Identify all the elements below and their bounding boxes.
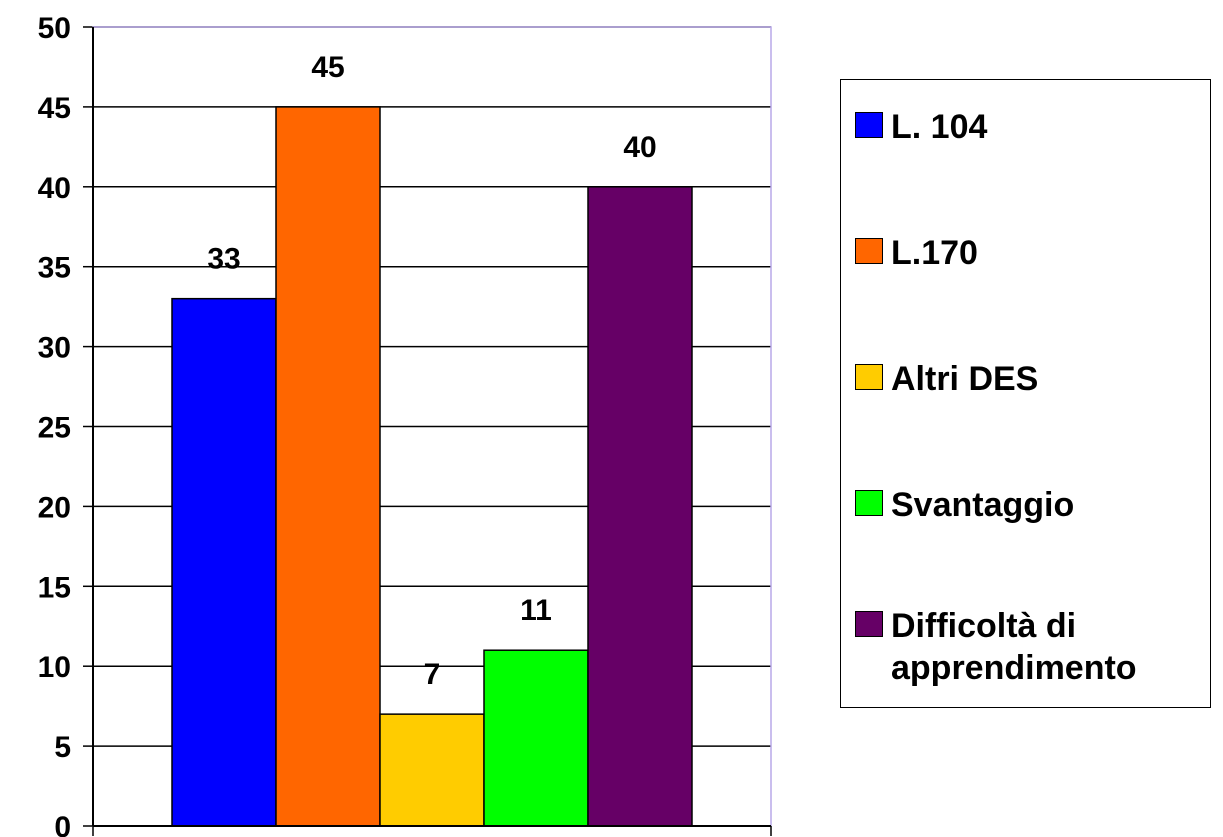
bar	[379, 713, 485, 827]
legend-label: L. 104	[891, 108, 988, 146]
data-labels: 33 45 7 11 40	[207, 51, 656, 691]
legend-swatch	[855, 364, 883, 390]
y-tick-label: 45	[38, 92, 71, 125]
bars	[171, 106, 693, 827]
bar	[587, 186, 693, 827]
legend-item: L.170	[855, 232, 1201, 274]
bar	[483, 649, 589, 827]
y-tick-label: 35	[38, 252, 71, 285]
data-label: 33	[207, 243, 240, 276]
legend: L. 104 L.170 Altri DES Svantaggio Difficoltà…	[840, 79, 1211, 708]
bar	[275, 106, 381, 827]
legend-swatch	[855, 490, 883, 516]
legend-label: L.170	[891, 234, 978, 272]
y-tick-label: 10	[38, 651, 71, 684]
y-tick-label: 30	[38, 332, 71, 365]
bar	[171, 297, 277, 827]
legend-label: Difficoltà di apprendimento	[891, 607, 1137, 687]
y-tick-label: 50	[38, 12, 71, 45]
legend-swatch	[855, 112, 883, 138]
legend-swatch	[855, 611, 883, 637]
y-tick-label: 15	[38, 571, 71, 604]
axes	[92, 27, 772, 836]
legend-swatch	[855, 238, 883, 264]
legend-item: Altri DES	[855, 358, 1201, 400]
legend-label: Svantaggio	[891, 486, 1075, 524]
data-label: 7	[424, 658, 441, 691]
y-tick-label: 20	[38, 491, 71, 524]
y-tick-label: 5	[54, 731, 71, 764]
y-tick-labels: 0 5 10 15 20 25 30 35 40 45 50	[38, 12, 71, 837]
data-label: 45	[311, 51, 344, 84]
y-tick-label: 25	[38, 412, 71, 445]
y-tick-label: 40	[38, 172, 71, 205]
legend-item: L. 104	[855, 106, 1201, 148]
data-label: 40	[623, 131, 656, 164]
legend-item: Svantaggio	[855, 484, 1201, 526]
legend-label: Altri DES	[891, 360, 1039, 398]
legend-item: Difficoltà di apprendimento	[855, 605, 1191, 689]
data-label: 11	[520, 594, 552, 627]
y-tick-label: 0	[54, 811, 71, 837]
